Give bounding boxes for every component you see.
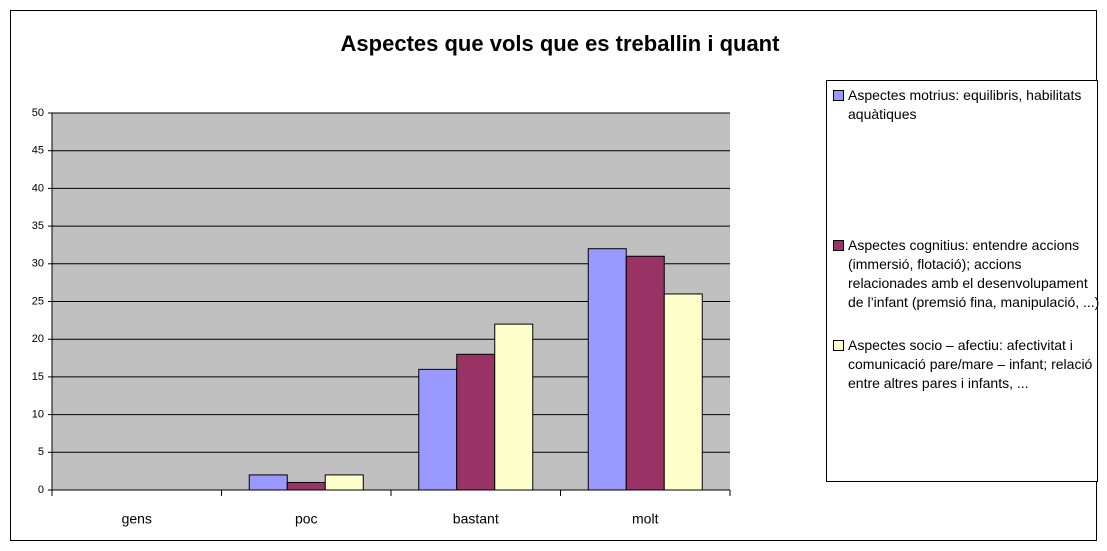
bar	[625, 255, 665, 491]
y-tick-label: 20	[32, 333, 44, 345]
legend-box	[826, 80, 1098, 482]
legend-label: Aspectes socio – afectiu: afectivitat i …	[848, 337, 1093, 391]
bar	[456, 353, 496, 491]
legend-swatch	[833, 340, 844, 351]
bar	[286, 481, 326, 491]
y-tick-label: 15	[32, 371, 44, 383]
legend-swatch	[833, 90, 844, 101]
legend-label: Aspectes motrius: equilibris, habilitats…	[848, 87, 1082, 122]
x-tick-label: gens	[122, 511, 152, 527]
y-tick-label: 35	[32, 220, 44, 232]
y-tick-label: 0	[38, 484, 44, 496]
legend-swatch	[833, 240, 844, 251]
x-tick-label: bastant	[453, 511, 499, 527]
bar	[494, 323, 534, 491]
x-tick-label: poc	[295, 511, 318, 527]
legend-label: Aspectes cognitius: entendre accions (im…	[848, 237, 1100, 310]
y-tick-label: 50	[32, 107, 44, 119]
x-tick-label: molt	[632, 511, 659, 527]
y-tick-label: 40	[32, 182, 44, 194]
bar	[324, 474, 364, 491]
y-tick-label: 10	[32, 409, 44, 421]
y-tick-label: 30	[32, 258, 44, 270]
bar	[418, 368, 458, 491]
bar	[587, 248, 627, 491]
bar	[248, 474, 288, 491]
y-tick-label: 25	[32, 295, 44, 307]
y-tick-label: 45	[32, 145, 44, 157]
bar	[663, 293, 703, 491]
chart-title: Aspectes que vols que es treballin i qua…	[341, 31, 781, 56]
y-tick-label: 5	[38, 446, 44, 458]
